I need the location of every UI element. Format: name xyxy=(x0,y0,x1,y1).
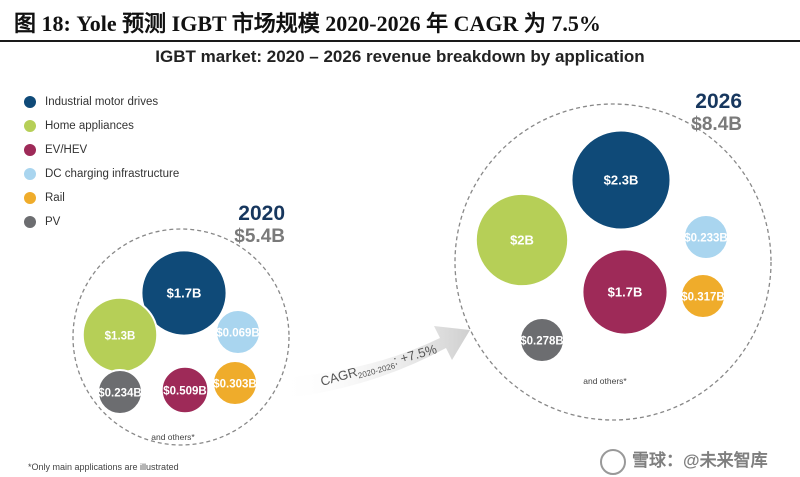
bubble-label-dc-charging-infrastructure-2026: $0.233B xyxy=(684,233,727,245)
bubble-rail-2026 xyxy=(680,273,726,319)
watermark: 雪球：@未来智库 xyxy=(600,446,768,475)
bubble-ev-hev-2020 xyxy=(160,365,210,415)
snowball-logo-icon xyxy=(600,448,626,475)
bubble-pv-2026 xyxy=(519,317,565,363)
legend-item: PV xyxy=(24,210,179,234)
total-label-2020: $5.4B xyxy=(234,226,285,247)
bubble-label-home-appliances-2026: $2B xyxy=(510,233,534,248)
legend-swatch xyxy=(24,168,36,180)
legend-label: EV/HEV xyxy=(45,144,88,156)
legend-item: Rail xyxy=(24,186,179,210)
cagr-label: CAGR2020-2026: +7.5% xyxy=(319,341,440,391)
legend: Industrial motor drives Home appliances … xyxy=(24,90,179,234)
bubble-rail-2020 xyxy=(212,360,258,406)
bubble-dc-charging-infrastructure-2026 xyxy=(683,214,729,260)
others-note-2020: and others* xyxy=(151,432,195,442)
bubble-label-ev-hev-2026: $1.7B xyxy=(608,285,643,300)
legend-item: Industrial motor drives xyxy=(24,90,179,114)
legend-item: DC charging infrastructure xyxy=(24,162,179,186)
group-container-2026 xyxy=(454,103,772,421)
cagr-arrow xyxy=(278,326,470,398)
year-label-2026: 2026 xyxy=(695,90,742,113)
bubble-home-appliances-2026 xyxy=(474,192,570,288)
bubble-pv-2020 xyxy=(97,369,143,415)
legend-label: PV xyxy=(45,216,61,228)
bubble-label-rail-2020: $0.303B xyxy=(213,379,256,391)
legend-swatch xyxy=(24,144,36,156)
footnote: *Only main applications are illustrated xyxy=(28,462,179,472)
year-label-2020: 2020 xyxy=(238,202,285,225)
bubble-industrial-motor-drives-2026 xyxy=(570,129,672,231)
legend-swatch xyxy=(24,96,36,108)
others-note-2026: and others* xyxy=(583,376,627,386)
legend-label: Rail xyxy=(45,192,65,204)
watermark-text: 雪球：@未来智库 xyxy=(632,451,768,470)
chart-title: IGBT market: 2020 – 2026 revenue breakdo… xyxy=(155,47,645,66)
figure-title: 图 18: Yole 预测 IGBT 市场规模 2020-2026 年 CAGR… xyxy=(14,11,601,36)
legend-swatch xyxy=(24,192,36,204)
legend-item: EV/HEV xyxy=(24,138,179,162)
legend-label: Home appliances xyxy=(45,120,134,132)
legend-label: Industrial motor drives xyxy=(45,96,159,108)
bubble-label-pv-2020: $0.234B xyxy=(98,388,141,400)
bubble-label-home-appliances-2020: $1.3B xyxy=(105,331,136,343)
legend-swatch xyxy=(24,120,36,132)
bubble-label-ev-hev-2020: $0.509B xyxy=(163,386,206,398)
bubble-label-industrial-motor-drives-2026: $2.3B xyxy=(604,173,639,188)
total-label-2026: $8.4B xyxy=(691,114,742,135)
group-container-2020 xyxy=(72,228,290,446)
title-rule xyxy=(0,40,800,42)
bubble-label-rail-2026: $0.317B xyxy=(681,292,724,304)
bubble-label-industrial-motor-drives-2020: $1.7B xyxy=(167,286,202,301)
legend-swatch xyxy=(24,216,36,228)
legend-label: DC charging infrastructure xyxy=(45,168,180,180)
legend-item: Home appliances xyxy=(24,114,179,138)
bubble-industrial-motor-drives-2020 xyxy=(140,249,228,337)
bubble-dc-charging-infrastructure-2020 xyxy=(215,309,261,355)
bubble-ev-hev-2026 xyxy=(581,248,669,336)
bubble-label-dc-charging-infrastructure-2020: $0.069B xyxy=(216,328,259,340)
bubble-label-pv-2026: $0.278B xyxy=(520,336,563,348)
